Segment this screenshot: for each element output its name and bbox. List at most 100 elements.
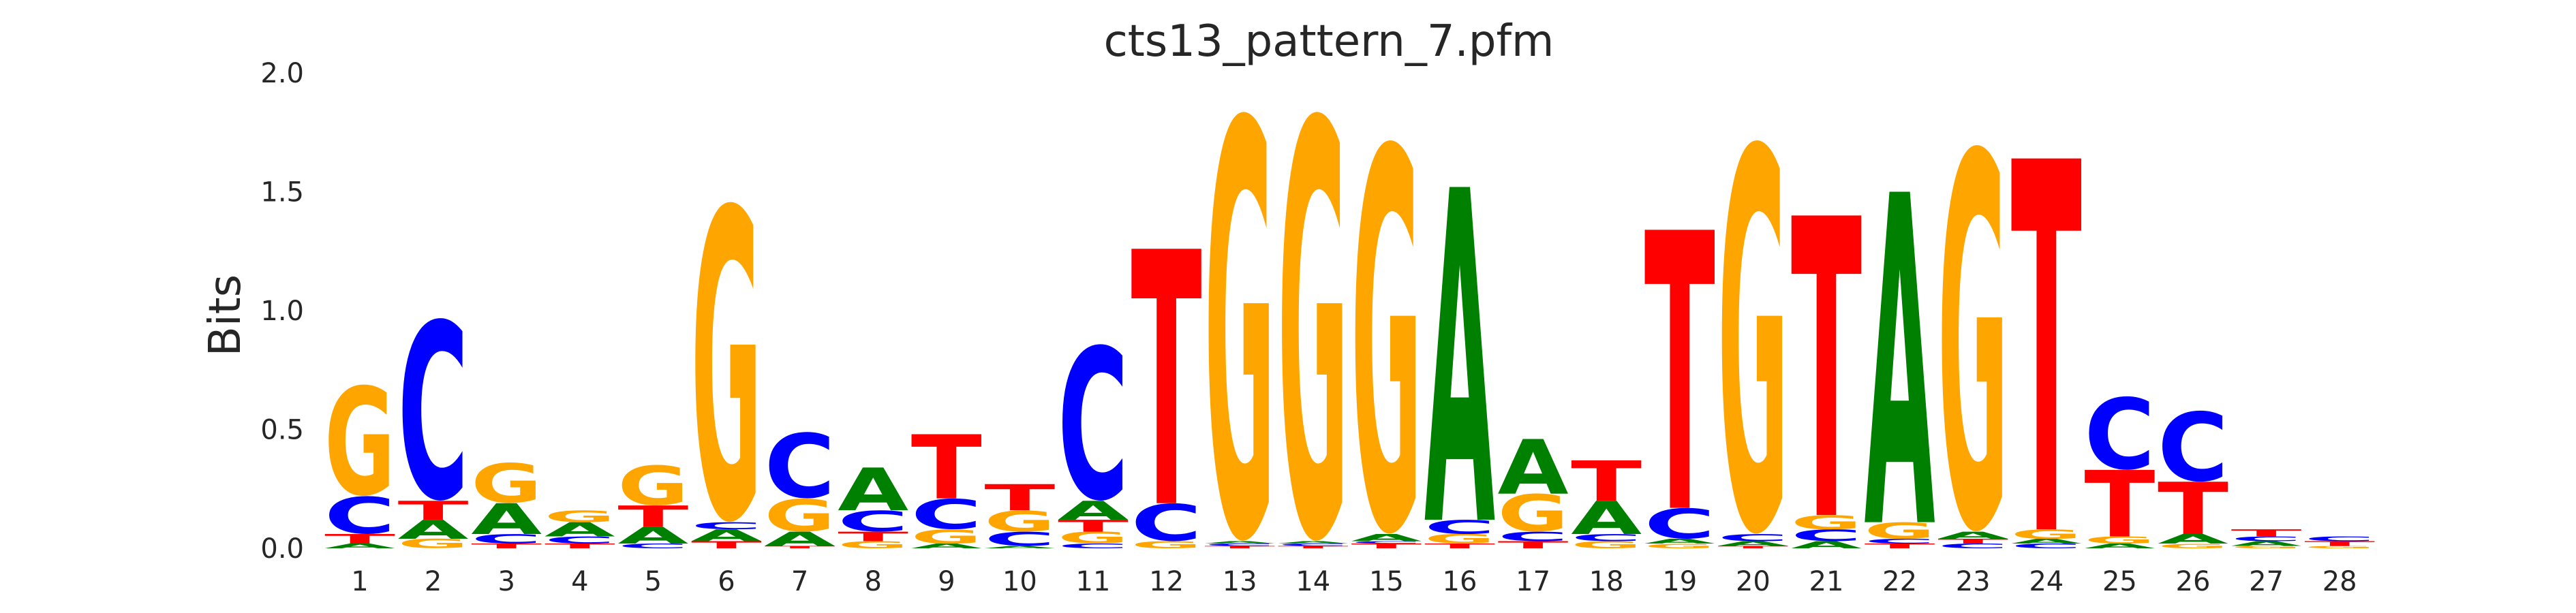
logo-letter-C: C [2011, 542, 2082, 550]
logo-letter-A: A [1791, 539, 1862, 551]
x-tick-label: 13 [1223, 566, 1257, 597]
y-tick-label: 1.0 [260, 296, 304, 327]
logo-letter-G: G [545, 507, 615, 526]
logo-letter-G: G [617, 455, 688, 517]
x-tick-label: 24 [2029, 566, 2064, 597]
logo-letter-T: T [2304, 540, 2375, 548]
logo-letter-C: C [1791, 526, 1862, 545]
logo-letter-A: A [1937, 530, 2008, 541]
logo-letter-G: G [765, 490, 835, 541]
y-axis: 0.0 0.5 1.0 1.5 2.0 [260, 58, 304, 565]
logo-letter-C: C [1058, 306, 1129, 547]
logo-letter-G: G [2231, 546, 2302, 549]
x-tick-label: 27 [2249, 566, 2284, 597]
logo-letter-T: T [984, 477, 1055, 518]
x-tick-label: 2 [425, 566, 442, 597]
logo-letter-A: A [2158, 531, 2228, 546]
logo-letter-G: G [1791, 512, 1862, 533]
logo-letter-T: T [911, 418, 982, 520]
logo-letter-T: T [1791, 134, 1862, 612]
logo-letter-C: C [2304, 535, 2375, 543]
logo-letter-G: G [2304, 546, 2375, 549]
y-tick-label: 0.0 [260, 533, 304, 565]
x-tick-label: 25 [2102, 566, 2137, 597]
logo-letter-C: C [1937, 542, 2008, 550]
x-tick-label: 3 [497, 566, 515, 597]
logo-letter-A: A [2011, 537, 2082, 545]
logo-letter-G: G [691, 123, 762, 613]
logo-letter-T: T [1204, 546, 1275, 550]
logo-letter-G: G [2158, 542, 2228, 550]
logo-letter-G: G [911, 526, 982, 548]
logo-letter-T: T [545, 542, 615, 550]
logo-letter-G: G [471, 453, 542, 515]
logo-letter-C: C [2084, 378, 2155, 491]
logo-letter-C: C [911, 491, 982, 539]
x-tick-label: 8 [864, 566, 881, 597]
x-tick-label: 28 [2322, 566, 2357, 597]
logo-letter-T: T [1131, 180, 1203, 586]
logo-letter-T: T [1058, 516, 1129, 535]
logo-letter-A: A [324, 542, 395, 550]
logo-letter-T: T [2011, 59, 2083, 613]
logo-letter-C: C [1351, 541, 1422, 544]
x-tick-label: 14 [1295, 566, 1330, 597]
logo-letter-T: T [1424, 542, 1495, 550]
logo-letter-A: A [617, 522, 688, 549]
logo-letter-G: G [1571, 539, 1642, 550]
y-tick-label: 1.5 [260, 177, 304, 208]
logo-letter-T: T [1351, 542, 1422, 550]
logo-letter-C: C [1644, 501, 1715, 548]
logo-letter-C: C [2231, 535, 2302, 543]
logo-letter-C: C [1131, 494, 1202, 552]
logo-letter-T: T [1278, 546, 1349, 550]
logo-letter-A: A [911, 542, 982, 550]
logo-letter-A: A [1204, 541, 1276, 545]
logo-letter-A: A [838, 456, 908, 524]
x-tick-label: 23 [1956, 566, 1991, 597]
logo-letter-A: A [1498, 424, 1569, 512]
logo-letter-C: C [2158, 393, 2228, 503]
logo-letter-G: G [1278, 7, 1349, 613]
logo-letter-A: A [2084, 542, 2155, 550]
x-tick-label: 7 [791, 566, 808, 597]
logo-letter-T: T [1498, 539, 1569, 551]
x-axis: 1 2 3 4 5 6 7 8 9 10 11 12 13 14 15 16 17 18 19 20 21 22 23 24 2… [351, 566, 2357, 597]
logo-letter-C: C [1204, 543, 1275, 546]
logo-letter-C: C [1058, 542, 1129, 550]
logo-letter-A: A [471, 494, 542, 544]
x-tick-label: 1 [351, 566, 368, 597]
logo-letter-G: G [1644, 542, 1715, 550]
logo-letter-C: C [1498, 529, 1569, 544]
logo-letter-G: G [1937, 50, 2008, 613]
x-tick-label: 12 [1149, 566, 1184, 597]
logo-letter-T: T [1717, 546, 1788, 550]
logo-letter-C: C [1424, 516, 1495, 538]
x-tick-label: 18 [1589, 566, 1624, 597]
logo-letter-T: T [838, 529, 908, 544]
x-tick-label: 15 [1369, 566, 1404, 597]
logo-letter-C: C [1278, 543, 1349, 546]
logo-letter-T: T [471, 542, 542, 550]
logo-letter-G: G [1058, 529, 1129, 547]
logo-letter-G: G [1498, 485, 1569, 543]
logo-letter-A: A [1644, 537, 1715, 545]
logo-letter-T: T [1644, 154, 1716, 598]
logo-letter-G: G [1131, 539, 1202, 550]
logo-letter-T: T [617, 500, 688, 534]
x-tick-label: 17 [1516, 566, 1550, 597]
logo-letter-A: A [691, 526, 762, 545]
logo-letter-A: A [1424, 96, 1496, 613]
x-tick-label: 22 [1882, 566, 1917, 597]
logo-letter-G: G [2011, 527, 2082, 541]
logo-letter-C: C [691, 520, 762, 531]
logo-letter-C: C [324, 487, 395, 546]
logo-letter-T: T [398, 496, 469, 526]
logo-letter-C: C [398, 274, 469, 554]
logo-letter-T: T [1937, 537, 2008, 545]
logo-letter-A: A [545, 518, 615, 541]
logo-letter-G: G [1865, 518, 1935, 544]
logo-letter-C: C [984, 529, 1055, 550]
logo-letter-T: T [2231, 527, 2302, 539]
